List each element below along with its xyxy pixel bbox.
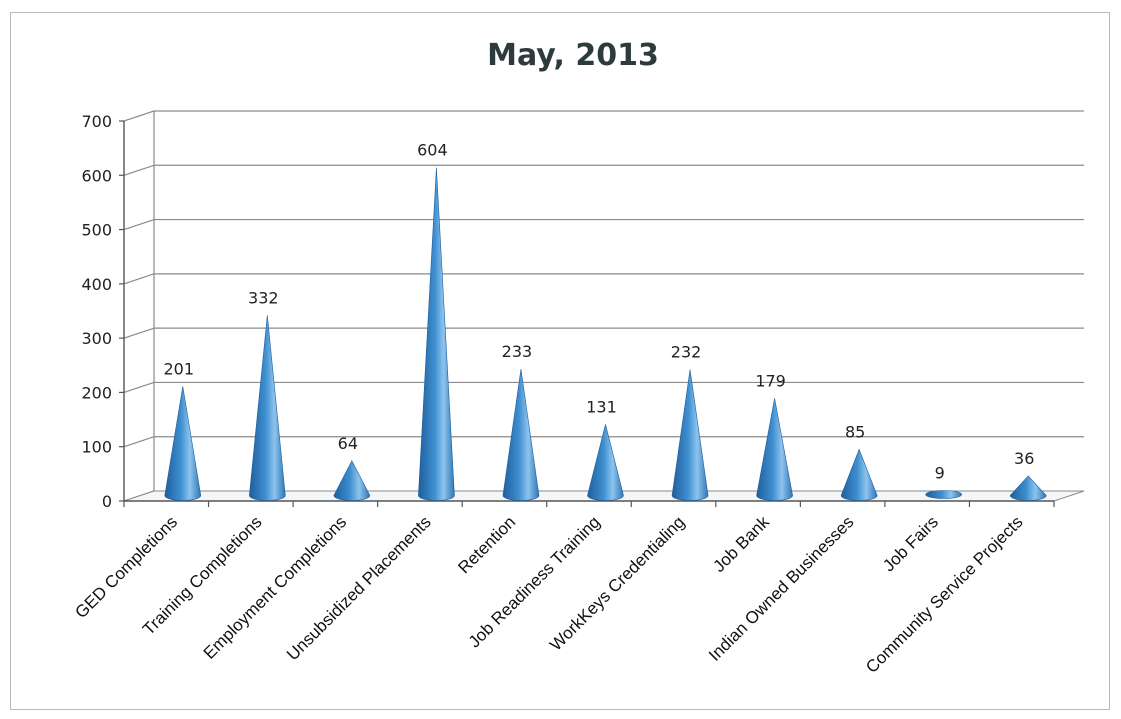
data-labels: 201 332 64 604 233 131 232 179 85 9 36 [163, 141, 1034, 483]
cone-body [164, 386, 202, 501]
y-tick-label: 400 [81, 275, 112, 294]
cone-mark [249, 315, 286, 501]
y-tick-label: 600 [81, 166, 112, 185]
cone-body [756, 398, 793, 501]
category-label: Job Bank [709, 512, 773, 576]
gridline-side [123, 381, 155, 393]
cone-mark [840, 448, 878, 501]
cone-body [1009, 475, 1047, 501]
gridline-side [123, 219, 155, 231]
data-label: 85 [845, 422, 865, 441]
gridline-side [123, 164, 155, 176]
category-label: Community Service Projects [862, 512, 1026, 676]
category-label: Retention [454, 512, 519, 577]
data-label: 179 [755, 371, 786, 390]
cone-body [418, 167, 455, 501]
data-label: 64 [338, 434, 358, 453]
cone-mark [756, 398, 793, 501]
y-tick-label: 0 [102, 492, 112, 511]
category-label: Job Fairs [879, 512, 942, 575]
y-tick-label: 200 [81, 383, 112, 402]
data-label: 232 [671, 343, 702, 362]
category-label: Unsubsidized Placements [283, 512, 435, 664]
data-label: 36 [1014, 449, 1034, 468]
y-tick-label: 500 [81, 221, 112, 240]
y-tick-label: 100 [81, 438, 112, 457]
cones [164, 167, 1047, 501]
cone-mark [587, 424, 624, 501]
cone-mark [164, 386, 202, 501]
category-label: Indian Owned Businesses [705, 512, 857, 664]
cone-mark [671, 369, 709, 501]
data-label: 233 [502, 342, 533, 361]
chart-title: May, 2013 [487, 38, 659, 73]
gridline-side [123, 436, 155, 448]
category-label: WorkKeys Credentialing [546, 512, 688, 654]
data-label: 332 [248, 288, 279, 307]
cone-body [925, 490, 962, 499]
category-label: Employment Completions [200, 512, 350, 662]
cone-mark [1009, 475, 1047, 501]
cone-body [249, 315, 286, 501]
axes [119, 120, 1055, 507]
cone-body [333, 460, 371, 501]
cone-mark [925, 490, 962, 499]
cone-mark [333, 460, 371, 501]
cone-body [502, 368, 540, 501]
y-tick-label: 300 [81, 329, 112, 348]
data-label: 9 [935, 464, 945, 483]
cone-body [671, 369, 709, 501]
gridline-side [123, 327, 155, 339]
cone-mark [418, 167, 455, 501]
cone-mark [502, 368, 540, 501]
gridline-side [123, 110, 155, 122]
y-tick-label: 700 [81, 112, 112, 131]
data-label: 131 [586, 397, 617, 416]
chart-frame: May, 2013 0 100 200 300 400 500 600 700 201 332 6… [10, 12, 1110, 710]
cone-body [840, 448, 878, 501]
cone-body [587, 424, 624, 501]
gridline-side [123, 273, 155, 285]
cone-bar-chart: May, 2013 0 100 200 300 400 500 600 700 201 332 6… [71, 38, 1085, 677]
y-tick-labels: 0 100 200 300 400 500 600 700 [81, 112, 112, 511]
data-label: 604 [417, 141, 448, 160]
data-label: 201 [163, 359, 194, 378]
